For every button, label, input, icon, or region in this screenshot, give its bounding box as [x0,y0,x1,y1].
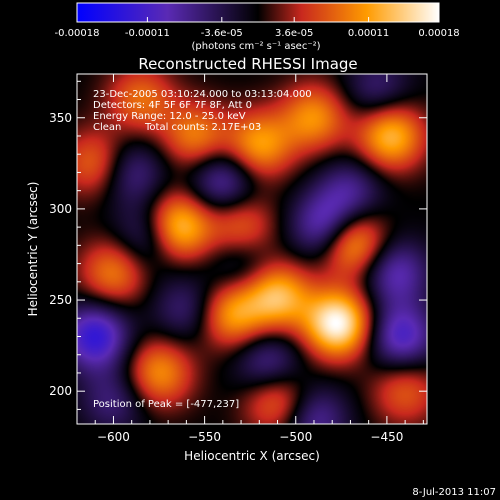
x-tick-label: −450 [370,430,403,444]
colorbar-tick-label: 0.00018 [418,28,459,39]
y-tick-label: 250 [49,293,72,307]
plot-frame [76,73,428,425]
colorbar-tick-label: 3.6e-05 [275,28,313,39]
x-tick-label: −600 [97,430,130,444]
annotation-detectors: Detectors: 4F 5F 6F 7F 8F, Att 0 [93,100,252,111]
y-axis-label: Heliocentric Y (arcsec) [26,182,40,317]
colorbar-ticks: -0.00018 -0.00011 -3.6e-05 3.6e-05 0.00011 0.… [55,17,460,39]
annotation-energy-range: Energy Range: 12.0 - 25.0 keV [93,111,246,122]
x-axis-label: Heliocentric X (arcsec) [184,449,320,463]
colorbar-tick-label: -3.6e-05 [201,28,243,39]
colorbar-tick-label: -0.00018 [55,28,100,39]
plot-area: 23-Dec-2005 03:10:24.000 to 03:13:04.000… [49,73,428,444]
footer-date: 8-Jul-2013 11:07 [412,487,496,498]
y-tick-label: 200 [49,384,72,398]
axis-ticks: −600 −550 −500 −450 200 250 300 350 [49,74,427,444]
heatmap-image [77,74,427,424]
colorbar-unit-label: (photons cm⁻² s⁻¹ asec⁻²) [191,41,320,52]
y-tick-label: 300 [49,202,72,216]
peak-position-label: Position of Peak = [-477,237] [93,399,239,410]
colorbar: -0.00018 -0.00011 -3.6e-05 3.6e-05 0.00011 0.… [55,2,460,52]
colorbar-gradient [76,2,440,23]
x-tick-label: −550 [188,430,221,444]
annotation-total-counts: Total counts: 2.17E+03 [144,122,261,133]
colorbar-tick-label: -0.00011 [125,28,170,39]
colorbar-tick-label: 0.00011 [348,28,389,39]
annotation-clean: Clean [93,122,121,133]
chart-title: Reconstructed RHESSI Image [138,55,357,73]
x-tick-label: −500 [279,430,312,444]
annotation-time-range: 23-Dec-2005 03:10:24.000 to 03:13:04.000 [93,89,312,100]
y-tick-label: 350 [49,111,72,125]
